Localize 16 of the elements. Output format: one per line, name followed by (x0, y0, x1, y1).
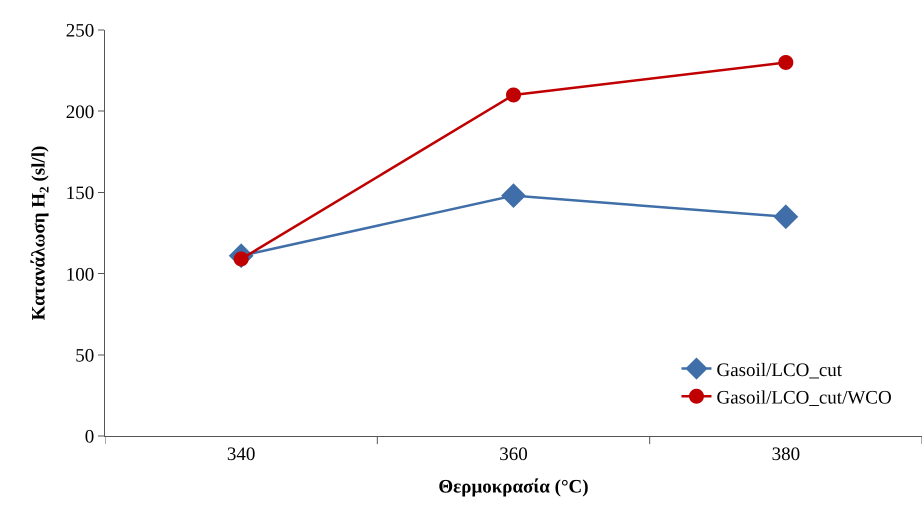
x-axis-title: Θερμοκρασία (°C) (438, 476, 589, 498)
point (506, 87, 521, 102)
x-tick-label: 340 (226, 444, 256, 465)
x-tick-label: 360 (499, 444, 528, 465)
y-tick-label: 0 (84, 426, 94, 448)
point (501, 183, 526, 208)
legend-label: Gasoil/LCO_cut (716, 360, 843, 381)
point (774, 204, 798, 229)
legend-label: Gasoil/LCO_cut/WCO (716, 388, 892, 409)
y-tick-label: 250 (66, 20, 94, 42)
y-tick-label: 100 (66, 264, 94, 286)
y-tick-label: 150 (66, 183, 94, 204)
y-tick-label: 200 (66, 102, 94, 123)
point (778, 54, 794, 70)
x-tick-label: 380 (772, 444, 800, 465)
y-tick-label: 50 (75, 345, 94, 366)
